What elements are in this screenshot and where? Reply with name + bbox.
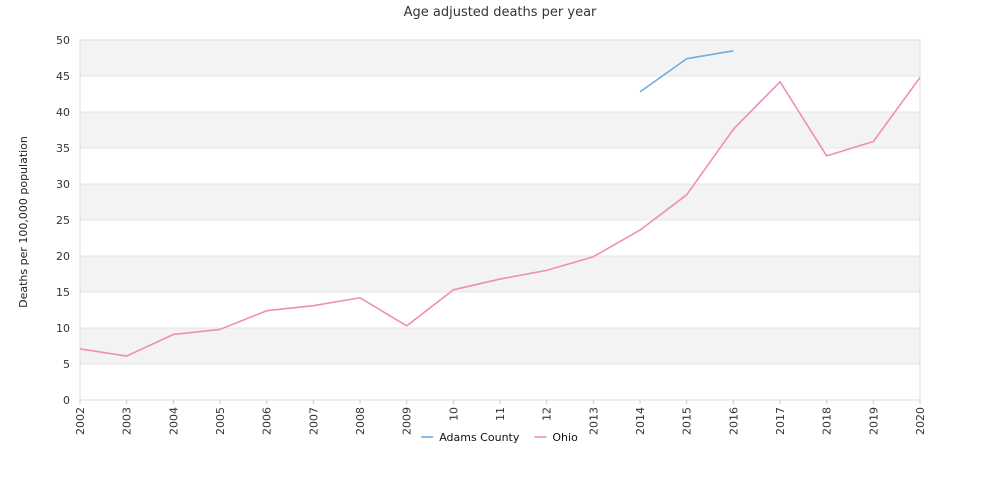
grid-band — [80, 328, 920, 364]
x-tick-label: 2002 — [74, 407, 87, 435]
y-tick-label: 40 — [56, 106, 70, 119]
x-tick-label: 2014 — [634, 407, 647, 435]
y-tick-label: 45 — [56, 70, 70, 83]
grid-bands — [80, 40, 920, 364]
grid-band — [80, 184, 920, 220]
x-tick-label: 11 — [494, 407, 507, 421]
legend-item-ohio[interactable]: Ohio — [534, 431, 578, 444]
x-tick-label: 2016 — [727, 407, 740, 435]
chart-title: Age adjusted deaths per year — [404, 5, 597, 20]
y-tick-label: 15 — [56, 286, 70, 299]
grid-band — [80, 112, 920, 148]
grid-band — [80, 256, 920, 292]
y-axis-label: Deaths per 100,000 population — [17, 136, 30, 308]
y-tick-label: 10 — [56, 322, 70, 335]
x-tick-label: 2004 — [167, 407, 180, 435]
legend-label: Adams County — [439, 431, 520, 444]
legend-label: Ohio — [552, 431, 578, 444]
x-tick-label: 2013 — [587, 407, 600, 435]
grid-band — [80, 40, 920, 76]
y-tick-label: 25 — [56, 214, 70, 227]
y-axis-ticks: 0 5 10 15 20 25 30 35 40 45 50 — [56, 34, 70, 407]
y-tick-label: 0 — [63, 394, 70, 407]
x-tick-label: 2006 — [261, 407, 274, 435]
y-tick-label: 20 — [56, 250, 70, 263]
y-tick-label: 35 — [56, 142, 70, 155]
y-tick-label: 5 — [63, 358, 70, 371]
x-axis-ticks: 2002 2003 2004 2005 2006 2007 2008 2009 10 11 12 20… — [74, 400, 927, 435]
x-tick-label: 2003 — [121, 407, 134, 435]
series-line-adams-county — [639, 50, 734, 93]
x-tick-label: 2019 — [867, 407, 880, 435]
x-tick-label: 2007 — [307, 407, 320, 435]
x-tick-label: 10 — [447, 407, 460, 421]
x-tick-label: 2005 — [214, 407, 227, 435]
y-tick-label: 50 — [56, 34, 70, 47]
x-tick-label: 2009 — [401, 407, 414, 435]
series-lines — [79, 50, 921, 357]
x-tick-label: 12 — [541, 407, 554, 421]
x-tick-label: 2018 — [821, 407, 834, 435]
y-tick-label: 30 — [56, 178, 70, 191]
series-line-ohio — [79, 76, 921, 357]
x-tick-label: 2015 — [681, 407, 694, 435]
x-tick-label: 2008 — [354, 407, 367, 435]
legend[interactable]: Adams County Ohio — [421, 431, 578, 444]
x-tick-label: 2017 — [774, 407, 787, 435]
x-tick-label: 2020 — [914, 407, 927, 435]
legend-item-adams-county[interactable]: Adams County — [421, 431, 520, 444]
